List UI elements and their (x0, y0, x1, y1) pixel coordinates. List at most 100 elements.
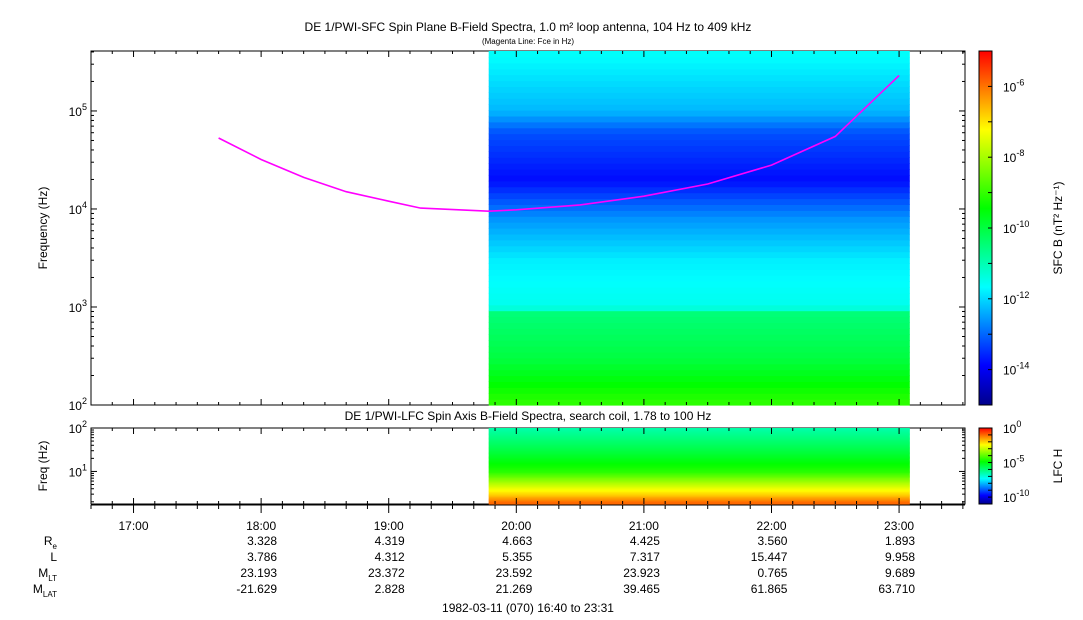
bottom-spectrogram-band (488, 433, 910, 435)
top-spectrogram-band (488, 369, 910, 377)
time-axis: 17:00 18:00 19:00 20:00 21:00 22:00 23:00 (90, 51, 965, 533)
top-spectrogram-band (488, 251, 910, 259)
fce-line (218, 74, 900, 213)
bottom-colorbar-tick-label: 10-10 (1003, 488, 1029, 505)
top-colorbar-tick-label: 10-6 (1003, 77, 1024, 94)
ephemeris-value: 21.269 (496, 582, 533, 596)
bottom-spectrogram-band (488, 435, 910, 438)
top-spectrogram-band (488, 121, 910, 129)
bottom-spectrogram-band (488, 460, 910, 463)
bottom-colorbar-tick-label: 10-5 (1003, 454, 1024, 471)
bottom-spectrogram-band (488, 430, 910, 433)
bottom-spectrogram-band (488, 487, 910, 490)
top-y-label: Frequency (Hz) (36, 187, 50, 270)
top-spectrogram-band (488, 180, 910, 188)
bottom-spectrogram-band (488, 498, 910, 501)
time-tick-label: 23:00 (884, 519, 914, 533)
bottom-colorbar-gradient (978, 427, 993, 505)
top-panel-title: DE 1/PWI-SFC Spin Plane B-Field Spectra,… (305, 20, 752, 34)
bottom-spectrogram-band (488, 495, 910, 497)
top-spectrogram-band (488, 186, 910, 194)
top-spectrogram-band (488, 363, 910, 371)
ephemeris-value: 4.312 (375, 550, 405, 564)
bottom-spectrogram-band (488, 497, 910, 500)
bottom-spectrogram-band (488, 453, 910, 456)
bottom-spectrogram-band (488, 436, 910, 439)
bottom-spectrogram-band (488, 454, 910, 457)
top-spectrogram-band (488, 322, 910, 329)
bottom-spectrogram-band (488, 490, 910, 492)
top-spectrogram-band (488, 393, 910, 400)
top-spectrogram-band (488, 228, 910, 235)
top-spectrogram (488, 51, 910, 406)
top-spectrogram-band (488, 334, 910, 341)
ephemeris-value: 4.319 (375, 534, 405, 548)
footer-time-range: 1982-03-11 (070) 16:40 to 23:31 (442, 601, 614, 615)
top-spectrogram-band (488, 340, 910, 347)
bottom-spectrogram-band (488, 485, 910, 487)
ephemeris-value: 15.447 (751, 550, 788, 564)
bottom-spectrogram-band (488, 463, 910, 466)
ephemeris-value: 4.425 (630, 534, 660, 548)
top-spectrogram-band (488, 375, 910, 382)
ephemeris-value: 9.689 (885, 566, 915, 580)
bottom-spectrogram-band (488, 491, 910, 494)
bottom-spectrogram-band (488, 474, 910, 477)
top-spectrogram-band (488, 192, 910, 200)
bottom-spectrogram-band (488, 428, 910, 430)
bottom-spectrogram-band (488, 431, 910, 434)
top-spectrogram-band (488, 133, 910, 141)
top-spectrogram-band (488, 287, 910, 294)
ephemeris-value: 4.663 (502, 534, 532, 548)
ephemeris-value: 63.710 (878, 582, 915, 596)
top-spectrogram-band (488, 310, 910, 318)
bottom-colorbar: 100 10-5 10-10 LFC H (978, 419, 1065, 505)
ephemeris-value: 7.317 (630, 550, 660, 564)
top-spectrogram-band (488, 222, 910, 229)
bottom-spectrogram-band (488, 502, 910, 505)
bottom-spectrogram-band (488, 449, 910, 452)
bottom-spectrogram-band (488, 501, 910, 504)
top-spectrogram-band (488, 56, 910, 64)
bottom-spectrogram-band (488, 464, 910, 467)
bottom-spectrogram-band (488, 452, 910, 454)
top-spectrogram-band (488, 298, 910, 306)
top-colorbar-tick-label: 10-8 (1003, 148, 1024, 165)
top-spectrogram-band (488, 151, 910, 158)
bottom-y-axis: 101 102 (69, 419, 965, 503)
top-y-tick-label: 102 (69, 396, 87, 413)
ephemeris-value: 23.592 (496, 566, 533, 580)
ephemeris-row-label: L (50, 550, 57, 564)
top-spectrogram-band (488, 239, 910, 247)
top-spectrogram-band (488, 269, 910, 276)
time-tick-label: 19:00 (374, 519, 404, 533)
top-spectrogram-band (488, 68, 910, 76)
bottom-spectrogram-band (488, 478, 910, 481)
bottom-spectrogram-band (488, 482, 910, 485)
top-spectrogram-band (488, 275, 910, 282)
bottom-spectrogram-band (488, 458, 910, 461)
time-tick-label: 22:00 (756, 519, 786, 533)
bottom-spectrogram-band (488, 438, 910, 440)
bottom-spectrogram-band (488, 473, 910, 476)
bottom-colorbar-tick-label: 100 (1003, 419, 1021, 436)
bottom-spectrogram-band (488, 468, 910, 471)
top-spectrogram-band (488, 381, 910, 388)
bottom-spectrogram-band (488, 477, 910, 480)
top-spectrogram-band (488, 86, 910, 93)
bottom-colorbar-ticks: 100 10-5 10-10 (988, 419, 1029, 505)
ephemeris-value: 5.355 (502, 550, 532, 564)
bottom-spectrogram-band (488, 486, 910, 489)
top-spectrogram-band (488, 304, 910, 312)
bottom-spectrogram-band (488, 496, 910, 499)
bottom-spectrogram-band (488, 440, 910, 443)
bottom-y-tick-label: 101 (69, 462, 87, 479)
top-colorbar-tick-label: 10-12 (1003, 290, 1029, 307)
bottom-spectrogram-band (488, 469, 910, 472)
top-panel: 102 103 104 105 Frequency (Hz) (36, 50, 966, 413)
bottom-spectrogram-band (488, 448, 910, 451)
ephemeris-table: Re 3.328 4.319 4.663 4.425 3.560 1.893 L 3.786 4.… (33, 534, 915, 599)
top-spectrogram-band (488, 157, 910, 164)
top-spectrogram-band (488, 233, 910, 241)
